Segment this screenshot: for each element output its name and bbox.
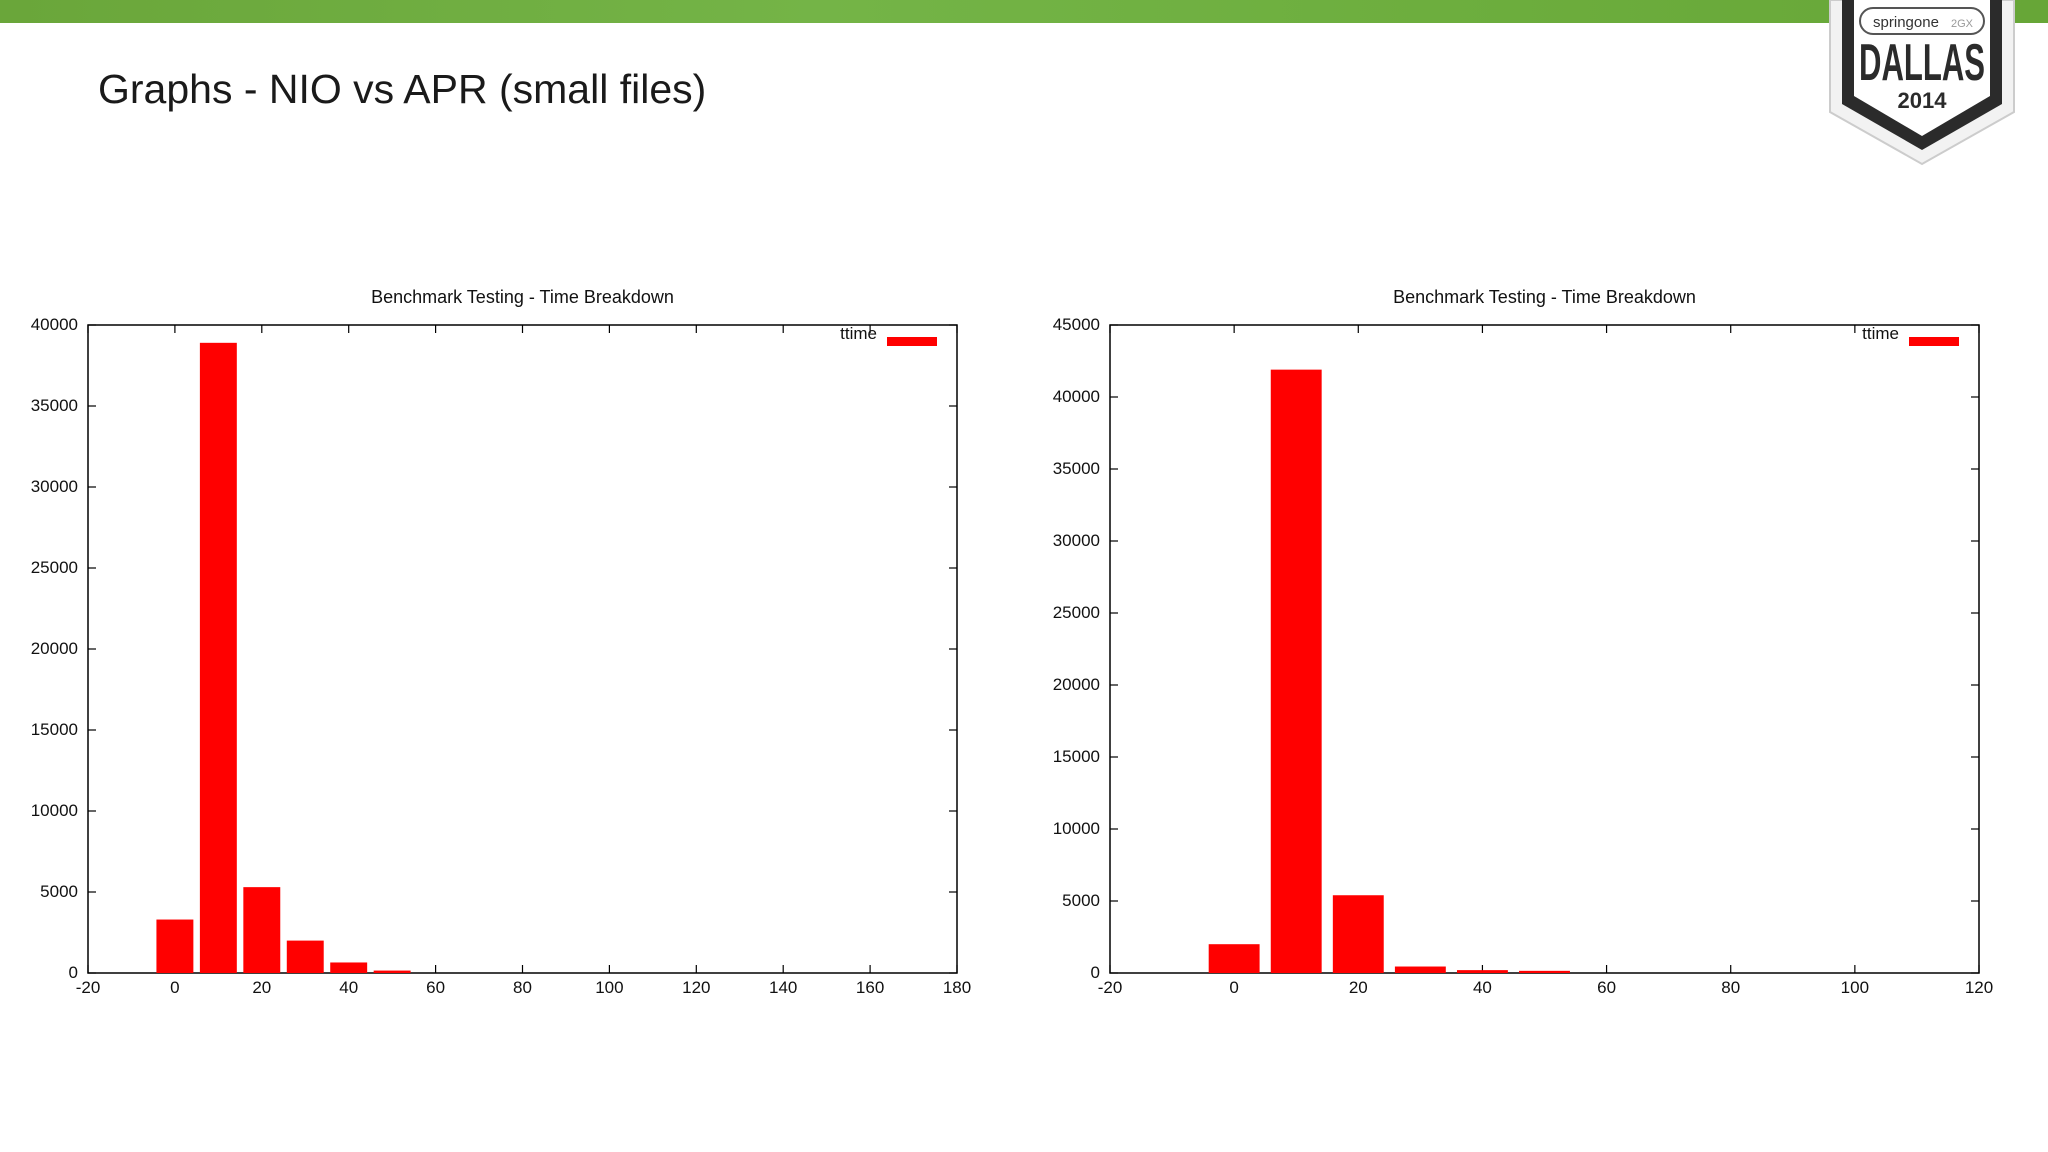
y-tick-label: 20000 [1053,675,1100,694]
bar [373,970,411,973]
chart-apr: Benchmark Testing - Time Breakdown 0 5000 1… [1053,287,1993,997]
x-tick-label: 120 [682,978,710,997]
x-tick-label: -20 [1098,978,1123,997]
y-tick-label: 10000 [31,801,78,820]
bar [1394,966,1446,973]
badge-brand-suffix: 2GX [1951,18,1974,30]
y-tick-label: 40000 [1053,387,1100,406]
top-accent-bar [0,0,2048,23]
legend-label: ttime [1862,324,1899,343]
x-tick-label: 40 [339,978,358,997]
y-tick-label: 30000 [1053,531,1100,550]
bar [1456,970,1508,973]
x-tick-label: 40 [1473,978,1492,997]
y-tick-label: 25000 [31,558,78,577]
x-tick-label: 80 [513,978,532,997]
badge-city: DALLAS [1859,34,1985,92]
bar [156,919,194,973]
slide-title: Graphs - NIO vs APR (small files) [98,66,707,112]
badge-brand: springone [1873,14,1939,31]
legend-swatch [887,337,937,346]
y-tick-label: 15000 [1053,747,1100,766]
x-tick-label: 20 [252,978,271,997]
x-tick-label: 80 [1721,978,1740,997]
y-tick-label: 20000 [31,639,78,658]
y-tick-label: 35000 [1053,459,1100,478]
x-tick-label: 20 [1349,978,1368,997]
x-tick-label: 140 [769,978,797,997]
y-tick-label: 5000 [1062,891,1100,910]
y-tick-label: 0 [1091,963,1100,982]
x-tick-label: 180 [943,978,971,997]
x-tick-label: 0 [1229,978,1238,997]
x-tick-label: 100 [595,978,623,997]
bar [286,940,324,973]
chart-title: Benchmark Testing - Time Breakdown [371,287,674,307]
y-tick-label: 5000 [40,882,78,901]
bar [1270,369,1322,973]
y-tick-label: 25000 [1053,603,1100,622]
y-tick-label: 10000 [1053,819,1100,838]
bar [199,342,237,973]
bar [330,962,368,973]
x-tick-label: 160 [856,978,884,997]
x-tick-label: 100 [1841,978,1869,997]
springone-dallas-logo: springone 2GX DALLAS 2014 [1829,0,2015,166]
y-tick-label: 40000 [31,315,78,334]
badge-year: 2014 [1898,88,1948,113]
bar [243,887,281,973]
bar [1519,970,1570,973]
legend-label: ttime [840,324,877,343]
chart-nio: Benchmark Testing - Time Breakdown 0 5000 1… [31,287,971,997]
y-tick-label: 0 [69,963,78,982]
x-tick-label: 0 [170,978,179,997]
bar [1208,944,1260,973]
y-tick-label: 35000 [31,396,78,415]
x-tick-label: 120 [1965,978,1993,997]
y-tick-label: 45000 [1053,315,1100,334]
bar [1332,895,1384,973]
x-tick-label: -20 [76,978,101,997]
chart-title: Benchmark Testing - Time Breakdown [1393,287,1696,307]
plot-frame [1109,324,1980,974]
x-tick-label: 60 [1597,978,1616,997]
y-tick-label: 15000 [31,720,78,739]
y-tick-label: 30000 [31,477,78,496]
x-tick-label: 60 [426,978,445,997]
legend-swatch [1909,337,1959,346]
